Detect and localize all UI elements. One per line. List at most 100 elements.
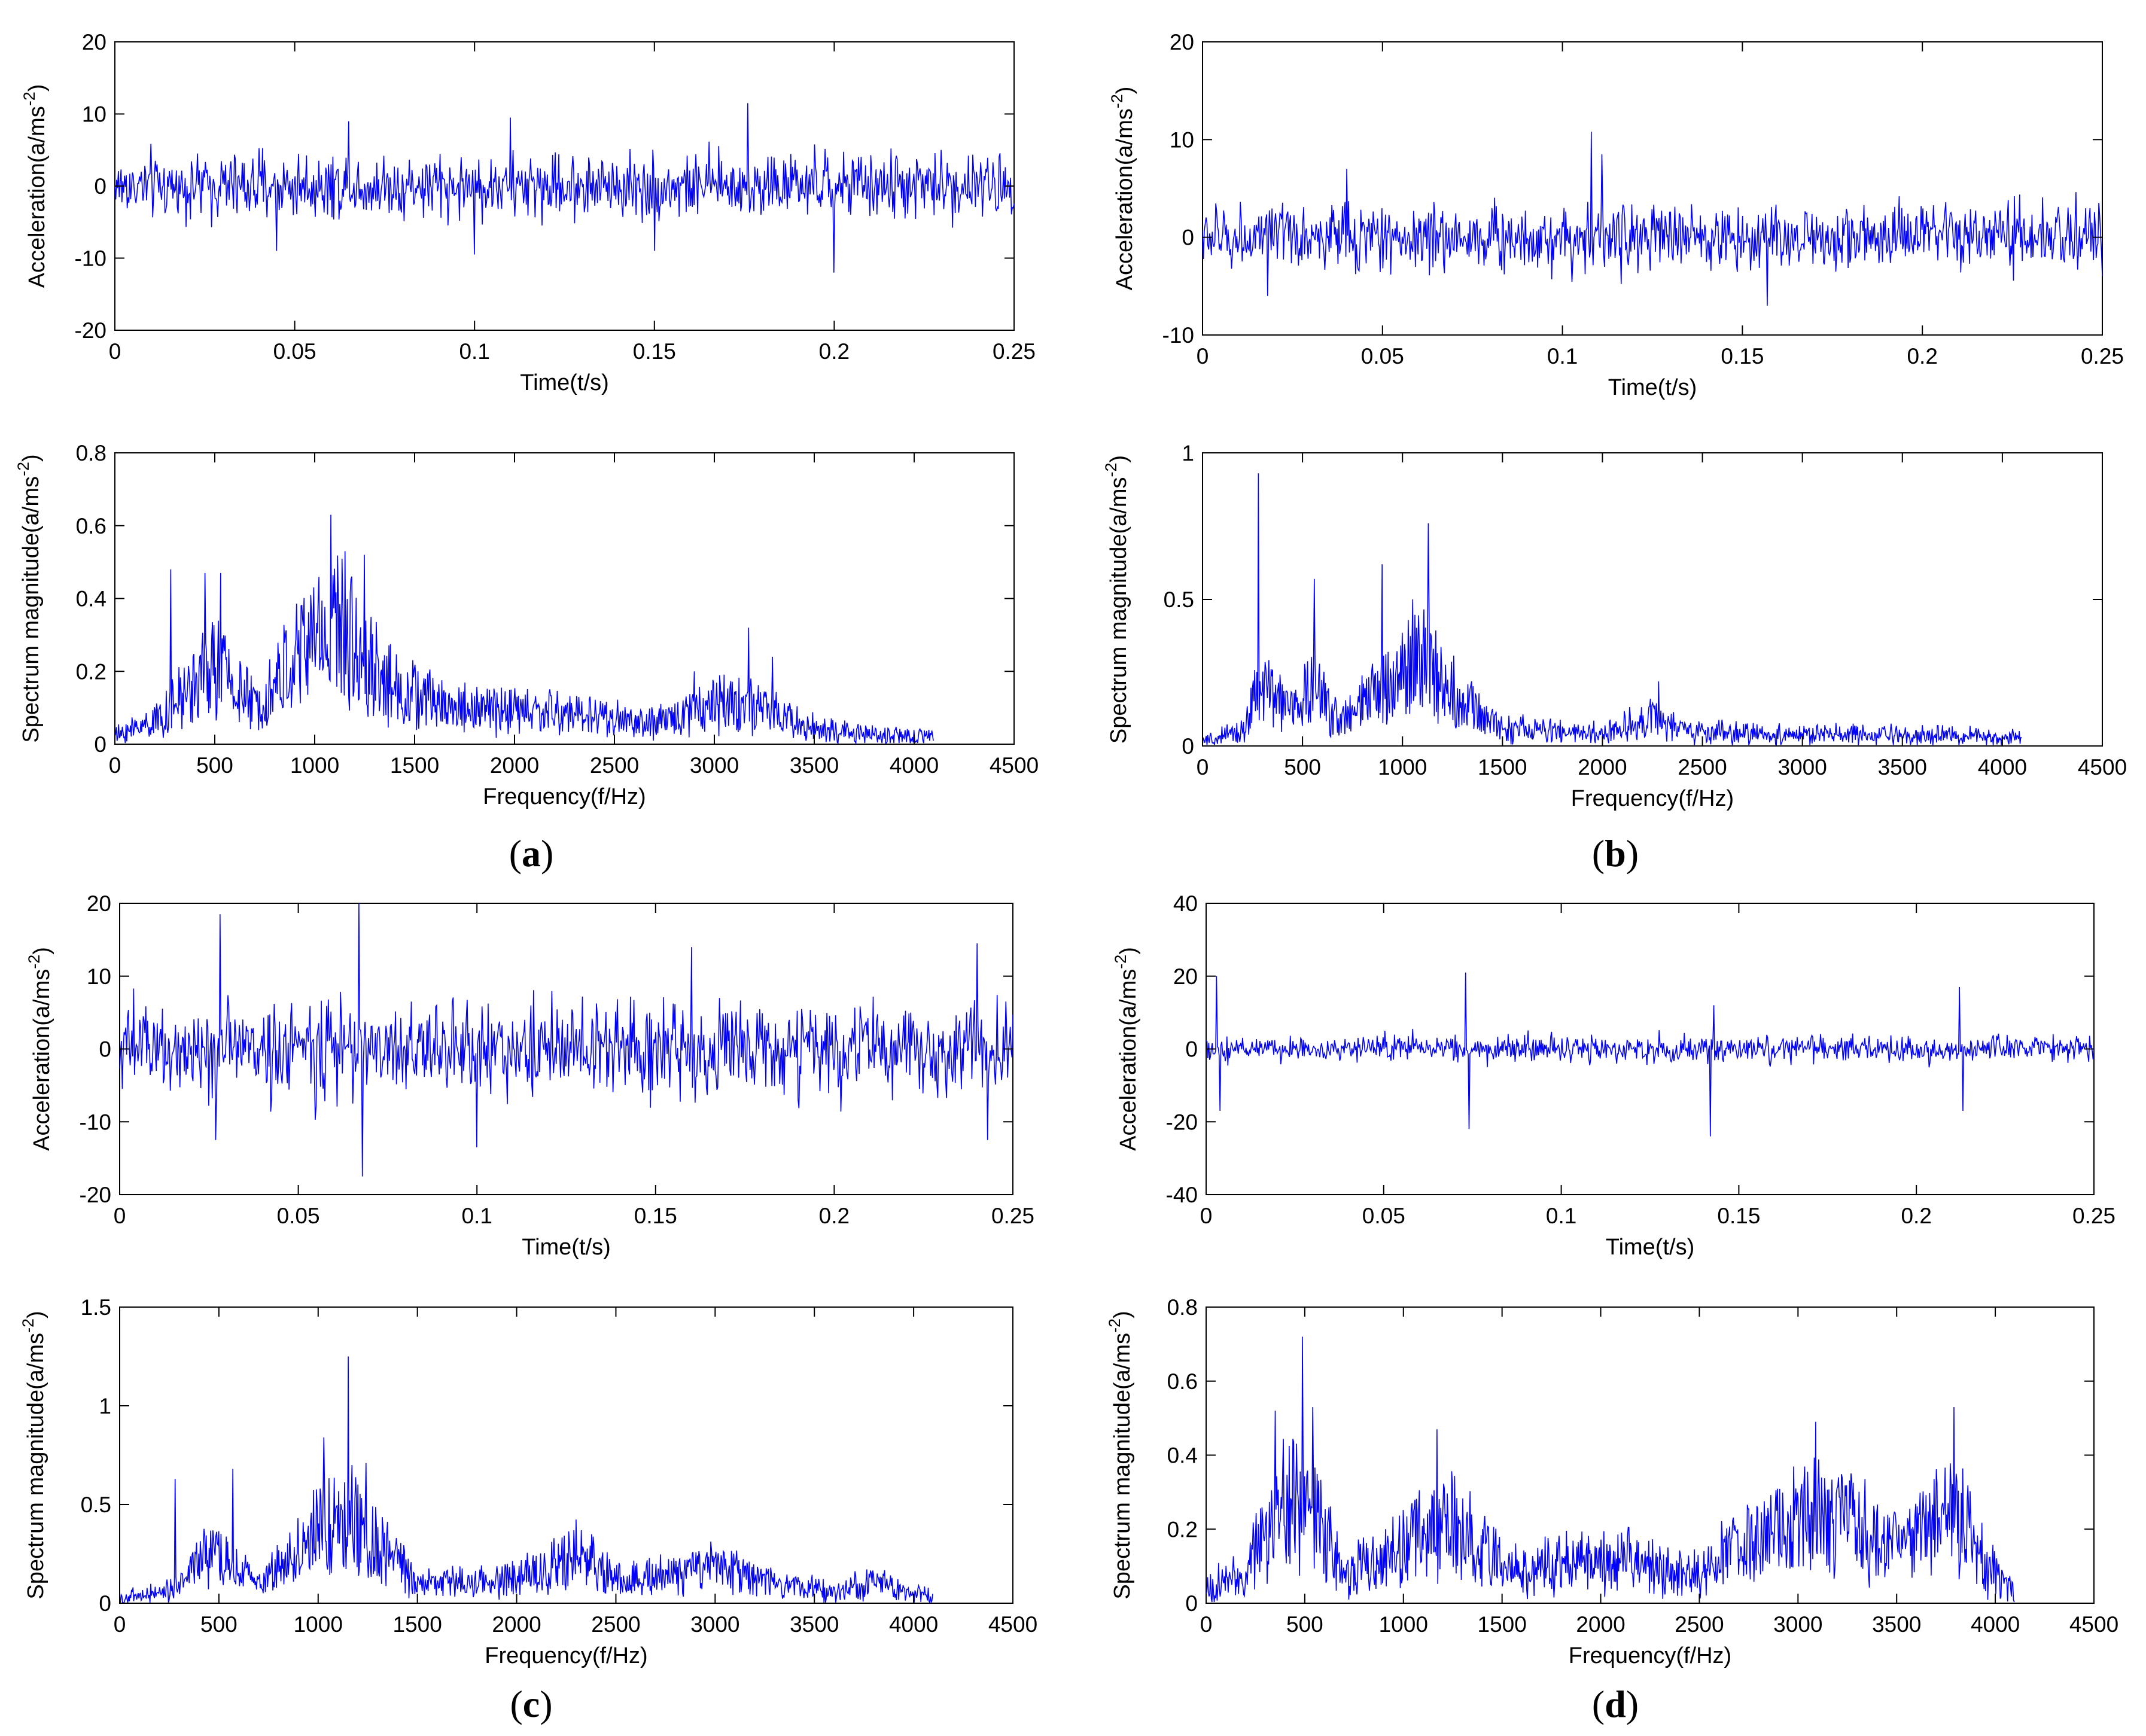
y-tick-label: 20 [87,891,111,916]
y-tick-label: 0 [1182,734,1194,759]
x-axis-label: Time(t/s) [520,370,608,395]
x-tick-label: 1500 [1478,1612,1527,1637]
x-tick-label: 0 [1197,344,1209,368]
series-line [119,903,1013,1177]
y-tick-label: 0 [99,1591,111,1616]
series-line [114,103,1015,273]
y-tick-label: 1.5 [81,1295,111,1320]
series-line [1202,132,2103,306]
x-tick-label: 2000 [490,753,539,778]
x-tick-label: 0.2 [1901,1204,1931,1228]
y-tick-label: -20 [1166,1110,1198,1134]
plot-frame [119,1306,1013,1604]
y-tick-label: -20 [80,1183,111,1207]
chart-b-time: 0 0.05 0.1 0.15 0.2 0.25-1001020Time(t/s)Acce… [1108,30,2124,400]
x-tick-label: 0.1 [1547,344,1578,368]
x-axis-label: Frequency(f/Hz) [1569,1643,1731,1668]
x-tick-label: 0.05 [277,1204,320,1228]
x-tick-label: 0.05 [1361,344,1404,368]
x-tick-label: 0.15 [634,1204,677,1228]
x-tick-label: 2500 [591,1612,640,1637]
y-tick-label: 0 [1182,226,1194,250]
x-axis-label: Time(t/s) [1608,375,1697,400]
x-tick-label: 3000 [1778,755,1827,779]
y-tick-label: 0 [99,1037,111,1062]
y-tick-label: 10 [1170,127,1194,152]
x-tick-label: 1500 [393,1612,442,1637]
x-tick-label: 4500 [990,753,1039,778]
y-tick-label: 20 [1173,964,1198,989]
x-tick-label: 3500 [1872,1612,1921,1637]
x-tick-label: 0 [1200,1612,1213,1637]
y-tick-label: 10 [82,102,106,127]
x-tick-label: 0.15 [633,339,676,364]
x-tick-label: 3000 [690,1612,739,1637]
y-tick-label: -10 [1162,323,1194,348]
x-tick-label: 4500 [2078,755,2127,779]
y-axis-label: Spectrum magnitude(a/ms-2) [1102,455,1131,744]
x-axis-label: Time(t/s) [1606,1235,1694,1260]
x-tick-label: 1000 [290,753,339,778]
y-tick-label: 0 [1185,1591,1198,1616]
series-line [119,1356,933,1604]
chart-b-spectrum: 0 500 1000 1500 2000 2500 3000 3500 4000 4500 0 0.5… [1102,441,2127,811]
y-tick-label: 0 [94,174,106,199]
x-tick-label: 1000 [1379,1612,1428,1637]
y-axis-label: Acceleration(a/ms-2) [1112,947,1141,1151]
x-tick-label: 2000 [1576,1612,1625,1637]
x-tick-label: 4000 [1978,755,2027,779]
panel-label-b: (b) [1591,832,1639,875]
x-tick-label: 0.2 [1907,344,1937,368]
y-tick-label: 40 [1173,891,1198,916]
y-axis-label: Acceleration(a/ms-2) [1108,87,1137,291]
x-tick-label: 2000 [1578,755,1627,779]
y-tick-label: -10 [75,246,106,271]
x-tick-label: 0.05 [273,339,316,364]
x-tick-label: 1500 [1478,755,1527,779]
x-tick-label: 0.25 [2081,344,2124,368]
y-tick-label: 0.5 [81,1493,111,1517]
series-line [1206,972,2095,1137]
x-tick-label: 0.1 [459,339,489,364]
y-tick-label: 0.8 [1167,1295,1198,1320]
x-tick-label: 4000 [889,1612,938,1637]
y-axis-label: Acceleration(a/ms-2) [25,947,54,1151]
y-tick-label: 0.4 [1167,1443,1198,1468]
y-tick-label: 1 [99,1394,111,1418]
chart-a-spectrum: 0 500 1000 1500 2000 2500 3000 3500 4000 4500 0 0.2… [14,441,1039,809]
series-line [1206,1336,2015,1603]
y-tick-label: 0.2 [1167,1517,1198,1542]
x-tick-label: 0 [114,1204,126,1228]
y-tick-label: 0.6 [1167,1369,1198,1394]
x-tick-label: 0.15 [1721,344,1764,368]
y-tick-label: 10 [87,964,111,989]
y-tick-label: 0.4 [76,587,106,611]
x-tick-label: 0 [1197,755,1209,779]
x-tick-label: 0.25 [993,339,1036,364]
y-tick-label: 0.8 [76,441,106,465]
x-tick-label: 500 [196,753,233,778]
panel-label-c: (c) [510,1683,553,1725]
x-tick-label: 0 [109,339,121,364]
y-tick-label: -20 [75,318,106,343]
y-tick-label: 20 [1170,30,1194,54]
y-tick-label: 0.6 [76,514,106,538]
y-tick-label: 0 [1185,1037,1198,1062]
y-tick-label: -40 [1166,1183,1198,1207]
y-tick-label: 1 [1182,441,1194,465]
y-tick-label: 20 [82,30,106,54]
y-tick-label: 0.5 [1164,587,1194,612]
panel-label-d: (d) [1591,1683,1639,1725]
x-tick-label: 0.2 [819,1204,850,1228]
x-tick-label: 3500 [790,753,839,778]
x-tick-label: 2000 [492,1612,541,1637]
x-tick-label: 1500 [390,753,439,778]
panel-label-a: (a) [509,832,554,875]
x-tick-label: 0.1 [1546,1204,1576,1228]
chart-a-time: 0 0.05 0.1 0.15 0.2 0.25 -20 -10 0 10 20 Time(t/s) A… [20,30,1036,395]
chart-d-time: 0 0.05 0.1 0.15 0.2 0.25 -40 -20 0 20 40 Time(t/s) A… [1112,891,2115,1260]
x-tick-label: 3500 [1878,755,1927,779]
x-tick-label: 2500 [1675,1612,1724,1637]
y-tick-label: 0 [94,732,106,757]
x-axis-label: Frequency(f/Hz) [1571,786,1734,811]
